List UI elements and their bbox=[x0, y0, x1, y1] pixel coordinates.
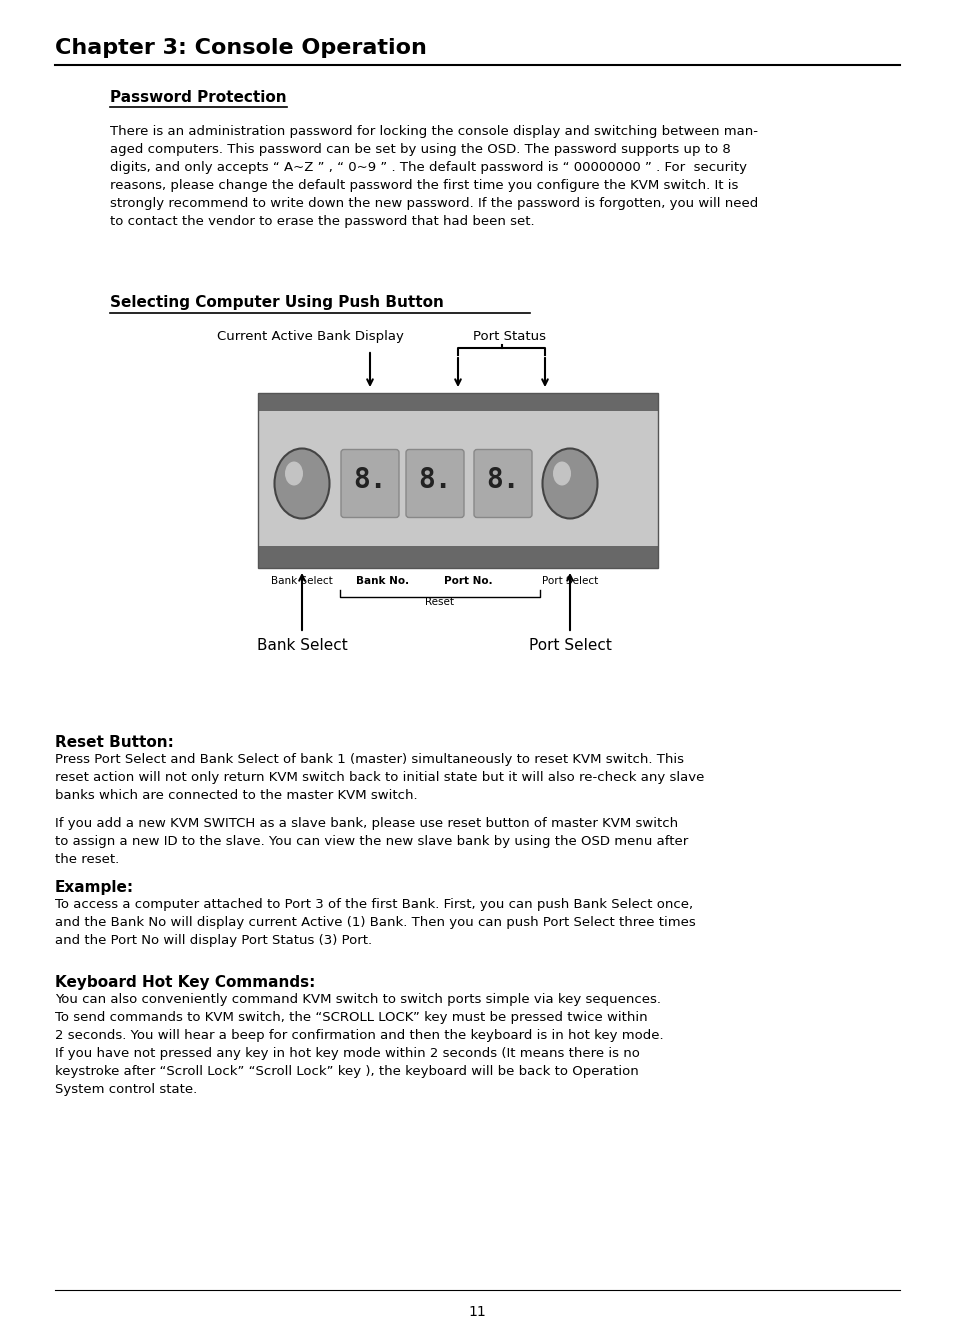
Text: Selecting Computer Using Push Button: Selecting Computer Using Push Button bbox=[110, 295, 443, 311]
Bar bbox=[257, 393, 658, 568]
Ellipse shape bbox=[542, 449, 597, 519]
Text: Chapter 3: Console Operation: Chapter 3: Console Operation bbox=[55, 38, 426, 58]
Text: Port Status: Port Status bbox=[473, 330, 546, 342]
Text: 11: 11 bbox=[468, 1304, 485, 1319]
Text: Current Active Bank Display: Current Active Bank Display bbox=[216, 330, 403, 342]
FancyBboxPatch shape bbox=[474, 450, 532, 518]
Text: Port Select: Port Select bbox=[541, 576, 598, 587]
FancyBboxPatch shape bbox=[340, 450, 398, 518]
Text: Bank Select: Bank Select bbox=[271, 576, 333, 587]
Text: Reset: Reset bbox=[425, 597, 454, 606]
Text: Example:: Example: bbox=[55, 880, 134, 894]
Text: Press Port Select and Bank Select of bank 1 (master) simultaneously to reset KVM: Press Port Select and Bank Select of ban… bbox=[55, 752, 703, 802]
Text: Keyboard Hot Key Commands:: Keyboard Hot Key Commands: bbox=[55, 975, 315, 990]
Text: Reset Button:: Reset Button: bbox=[55, 735, 173, 750]
Text: Bank No.: Bank No. bbox=[356, 576, 409, 587]
Text: 8.: 8. bbox=[486, 466, 519, 494]
Text: Port Select: Port Select bbox=[528, 638, 611, 653]
Text: Port No.: Port No. bbox=[443, 576, 492, 587]
FancyBboxPatch shape bbox=[406, 450, 463, 518]
Text: If you add a new KVM SWITCH as a slave bank, please use reset button of master K: If you add a new KVM SWITCH as a slave b… bbox=[55, 817, 687, 867]
Bar bbox=[257, 393, 658, 411]
Bar bbox=[257, 545, 658, 568]
Text: There is an administration password for locking the console display and switchin: There is an administration password for … bbox=[110, 125, 758, 228]
Ellipse shape bbox=[285, 462, 303, 486]
Ellipse shape bbox=[274, 449, 329, 519]
Bar bbox=[257, 411, 658, 545]
Text: 8.: 8. bbox=[353, 466, 386, 494]
Ellipse shape bbox=[553, 462, 571, 486]
Text: To access a computer attached to Port 3 of the first Bank. First, you can push B: To access a computer attached to Port 3 … bbox=[55, 898, 695, 947]
Text: Password Protection: Password Protection bbox=[110, 90, 286, 105]
Text: You can also conveniently command KVM switch to switch ports simple via key sequ: You can also conveniently command KVM sw… bbox=[55, 993, 663, 1096]
Text: Bank Select: Bank Select bbox=[256, 638, 347, 653]
Text: 8.: 8. bbox=[417, 466, 452, 494]
